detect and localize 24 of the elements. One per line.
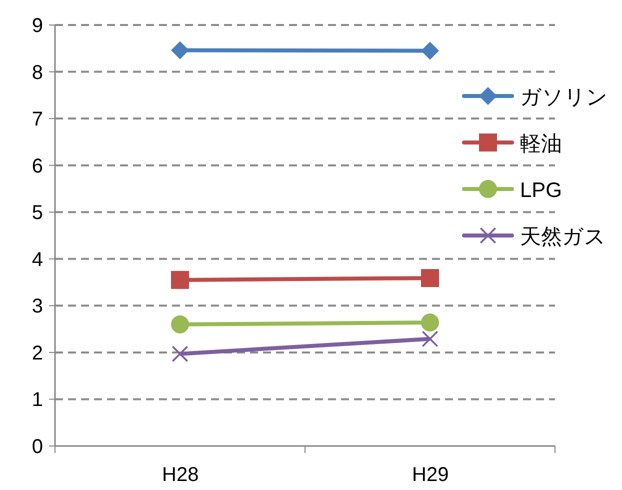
legend-label: 軽油 <box>520 132 562 156</box>
point <box>422 330 438 347</box>
legend-label: LPG <box>520 179 562 202</box>
y-tick-label: 1 <box>32 389 43 412</box>
legend-label: 天然ガス <box>520 226 606 248</box>
y-tick-label: 2 <box>32 342 43 364</box>
legend-label: ガソリン <box>520 86 608 109</box>
x-tick-label: H29 <box>412 464 449 486</box>
y-tick-label: 8 <box>32 62 43 84</box>
y-tick-label: 5 <box>32 202 43 224</box>
y-tick-label: 4 <box>32 248 43 271</box>
point <box>421 269 439 288</box>
y-tick-label: 7 <box>32 108 43 131</box>
x-tick-label: H28 <box>162 464 199 486</box>
point <box>171 315 189 334</box>
point <box>421 314 439 332</box>
point <box>172 346 188 362</box>
point <box>171 270 189 289</box>
y-tick-label: 9 <box>32 15 43 37</box>
y-tick-label: 6 <box>32 155 43 178</box>
point <box>421 42 439 60</box>
y-tick-label: 0 <box>32 436 43 458</box>
point <box>171 41 189 60</box>
y-tick-label: 3 <box>32 296 43 318</box>
